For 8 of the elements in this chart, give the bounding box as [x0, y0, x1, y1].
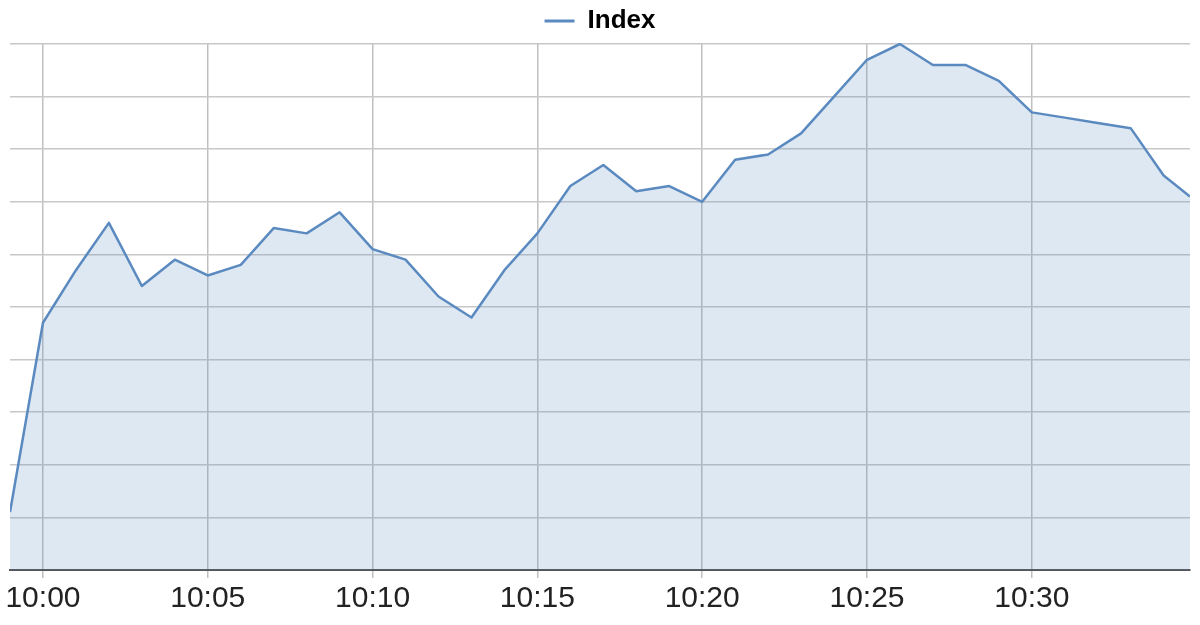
x-tick-label: 10:25 [829, 580, 905, 614]
x-tick-label: 10:15 [499, 580, 575, 614]
legend-label: Index [587, 4, 656, 35]
x-tick-label: 10:00 [5, 580, 81, 614]
x-tick-label: 10:30 [994, 580, 1070, 614]
x-tick-label: 10:20 [664, 580, 740, 614]
x-tick-label: 10:05 [170, 580, 246, 614]
x-tick-label: 10:10 [335, 580, 411, 614]
